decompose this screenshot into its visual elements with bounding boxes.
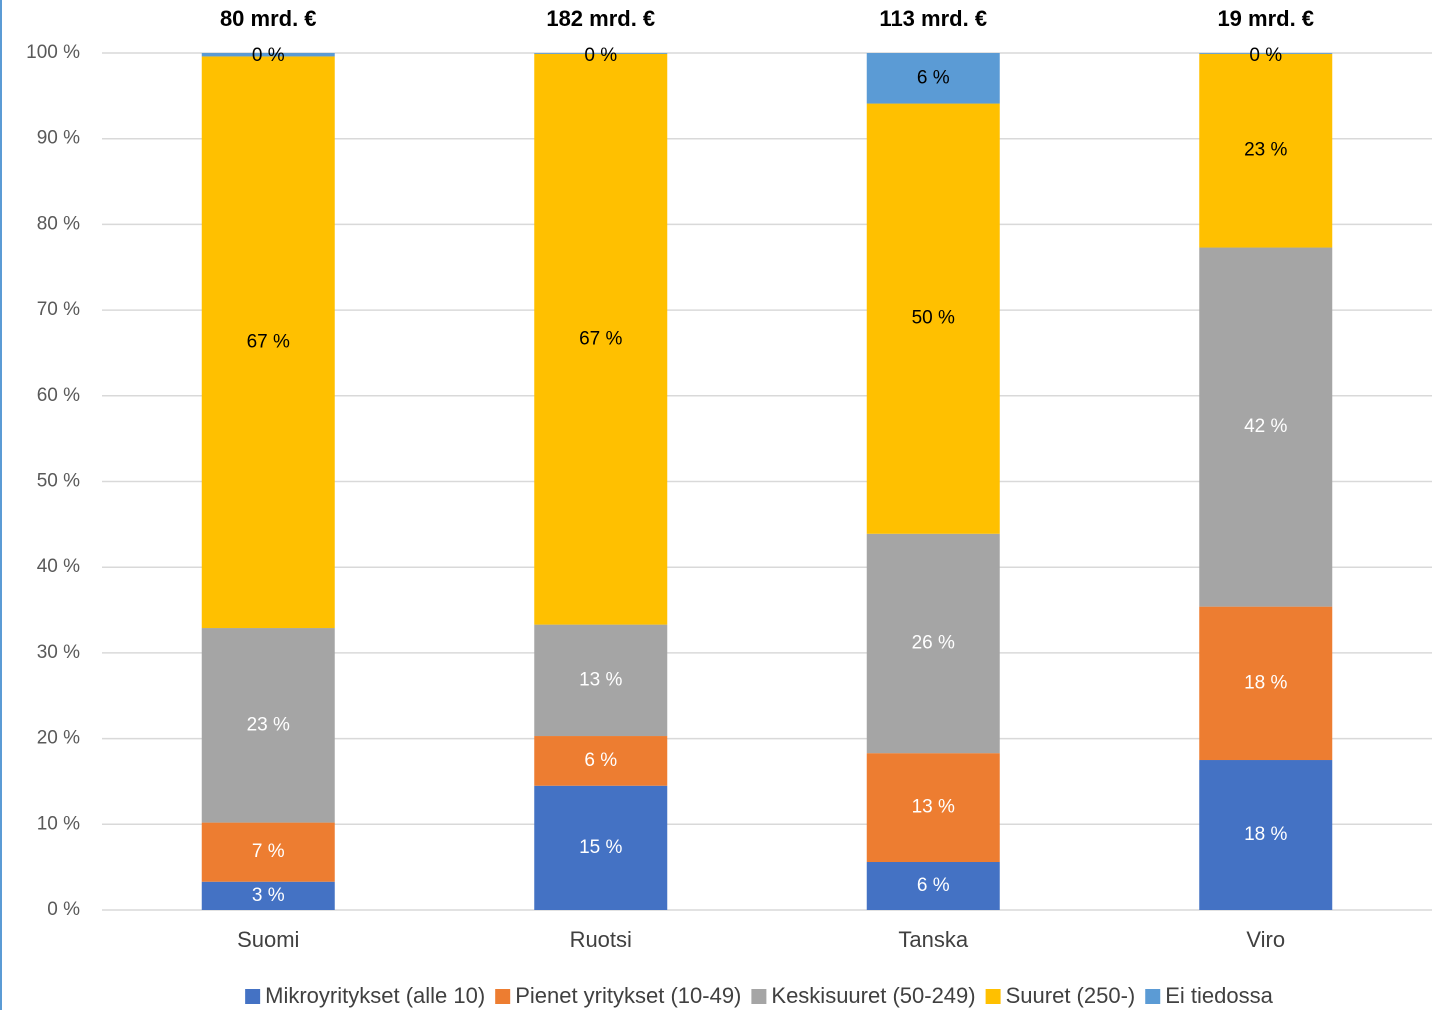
bar-segment — [866, 862, 1000, 910]
data-label: 0 % — [584, 45, 617, 66]
total-label: 113 mrd. € — [879, 6, 987, 31]
data-label: 7 % — [252, 841, 285, 862]
bar-segment — [201, 881, 335, 910]
y-tick-label: 60 % — [37, 385, 80, 406]
bar-segment — [201, 56, 335, 629]
bar-segment — [201, 53, 335, 57]
data-label: 13 % — [579, 669, 622, 690]
data-label: 3 % — [252, 885, 285, 906]
data-label: 26 % — [912, 632, 955, 653]
bar-segment — [534, 736, 668, 786]
legend-label: Suuret (250-) — [1006, 983, 1136, 1008]
legend-swatch — [495, 989, 511, 1004]
bar-segment — [534, 53, 668, 625]
data-label: 0 % — [252, 45, 285, 66]
data-label: 42 % — [1244, 416, 1287, 437]
legend-swatch — [751, 989, 767, 1004]
bar-segment — [1199, 53, 1333, 54]
x-tick-label: Suomi — [237, 927, 299, 952]
data-label: 0 % — [1249, 45, 1282, 66]
data-label: 23 % — [247, 714, 290, 735]
y-tick-label: 20 % — [37, 728, 80, 749]
legend-label: Keskisuuret (50-249) — [771, 983, 975, 1008]
data-label: 18 % — [1244, 672, 1287, 693]
y-tick-label: 70 % — [37, 299, 80, 320]
y-tick-label: 50 % — [37, 471, 80, 492]
bar-segment — [201, 822, 335, 882]
bar-segment — [866, 103, 1000, 534]
y-tick-label: 100 % — [26, 42, 80, 63]
bar-segment — [534, 53, 668, 54]
y-tick-label: 0 % — [47, 899, 80, 920]
legend-swatch — [245, 989, 261, 1004]
y-tick-label: 90 % — [37, 128, 80, 149]
total-label: 182 mrd. € — [546, 6, 655, 31]
total-label: 19 mrd. € — [1217, 6, 1314, 31]
bar-segment — [534, 785, 668, 910]
legend-swatch — [1145, 989, 1161, 1004]
legend-label: Pienet yritykset (10-49) — [515, 983, 741, 1008]
data-label: 67 % — [579, 328, 622, 349]
data-label: 15 % — [579, 837, 622, 858]
y-tick-label: 80 % — [37, 213, 80, 234]
bar-segment — [866, 533, 1000, 754]
data-label: 18 % — [1244, 824, 1287, 845]
bar-segment — [866, 53, 1000, 104]
y-tick-label: 30 % — [37, 642, 80, 663]
bar-segment — [1199, 760, 1333, 910]
bar-segment — [1199, 606, 1333, 761]
data-label: 23 % — [1244, 140, 1287, 161]
data-label: 50 % — [912, 308, 955, 329]
data-label: 67 % — [247, 331, 290, 352]
data-label: 13 % — [912, 797, 955, 818]
bar-segment — [534, 624, 668, 737]
x-tick-label: Tanska — [898, 927, 968, 952]
data-label: 6 % — [917, 875, 950, 896]
y-tick-label: 10 % — [37, 813, 80, 834]
bar-segment — [866, 753, 1000, 863]
total-label: 80 mrd. € — [220, 6, 317, 31]
bar-segment — [1199, 53, 1333, 248]
bar-segment — [1199, 247, 1333, 607]
legend-swatch — [985, 989, 1001, 1004]
legend-label: Mikroyritykset (alle 10) — [265, 983, 485, 1008]
bar-segment — [201, 628, 335, 823]
data-label: 6 % — [584, 750, 617, 771]
x-tick-label: Viro — [1246, 927, 1285, 952]
x-tick-label: Ruotsi — [570, 927, 632, 952]
y-tick-label: 40 % — [37, 556, 80, 577]
data-label: 6 % — [917, 67, 950, 88]
legend-label: Ei tiedossa — [1165, 983, 1273, 1008]
